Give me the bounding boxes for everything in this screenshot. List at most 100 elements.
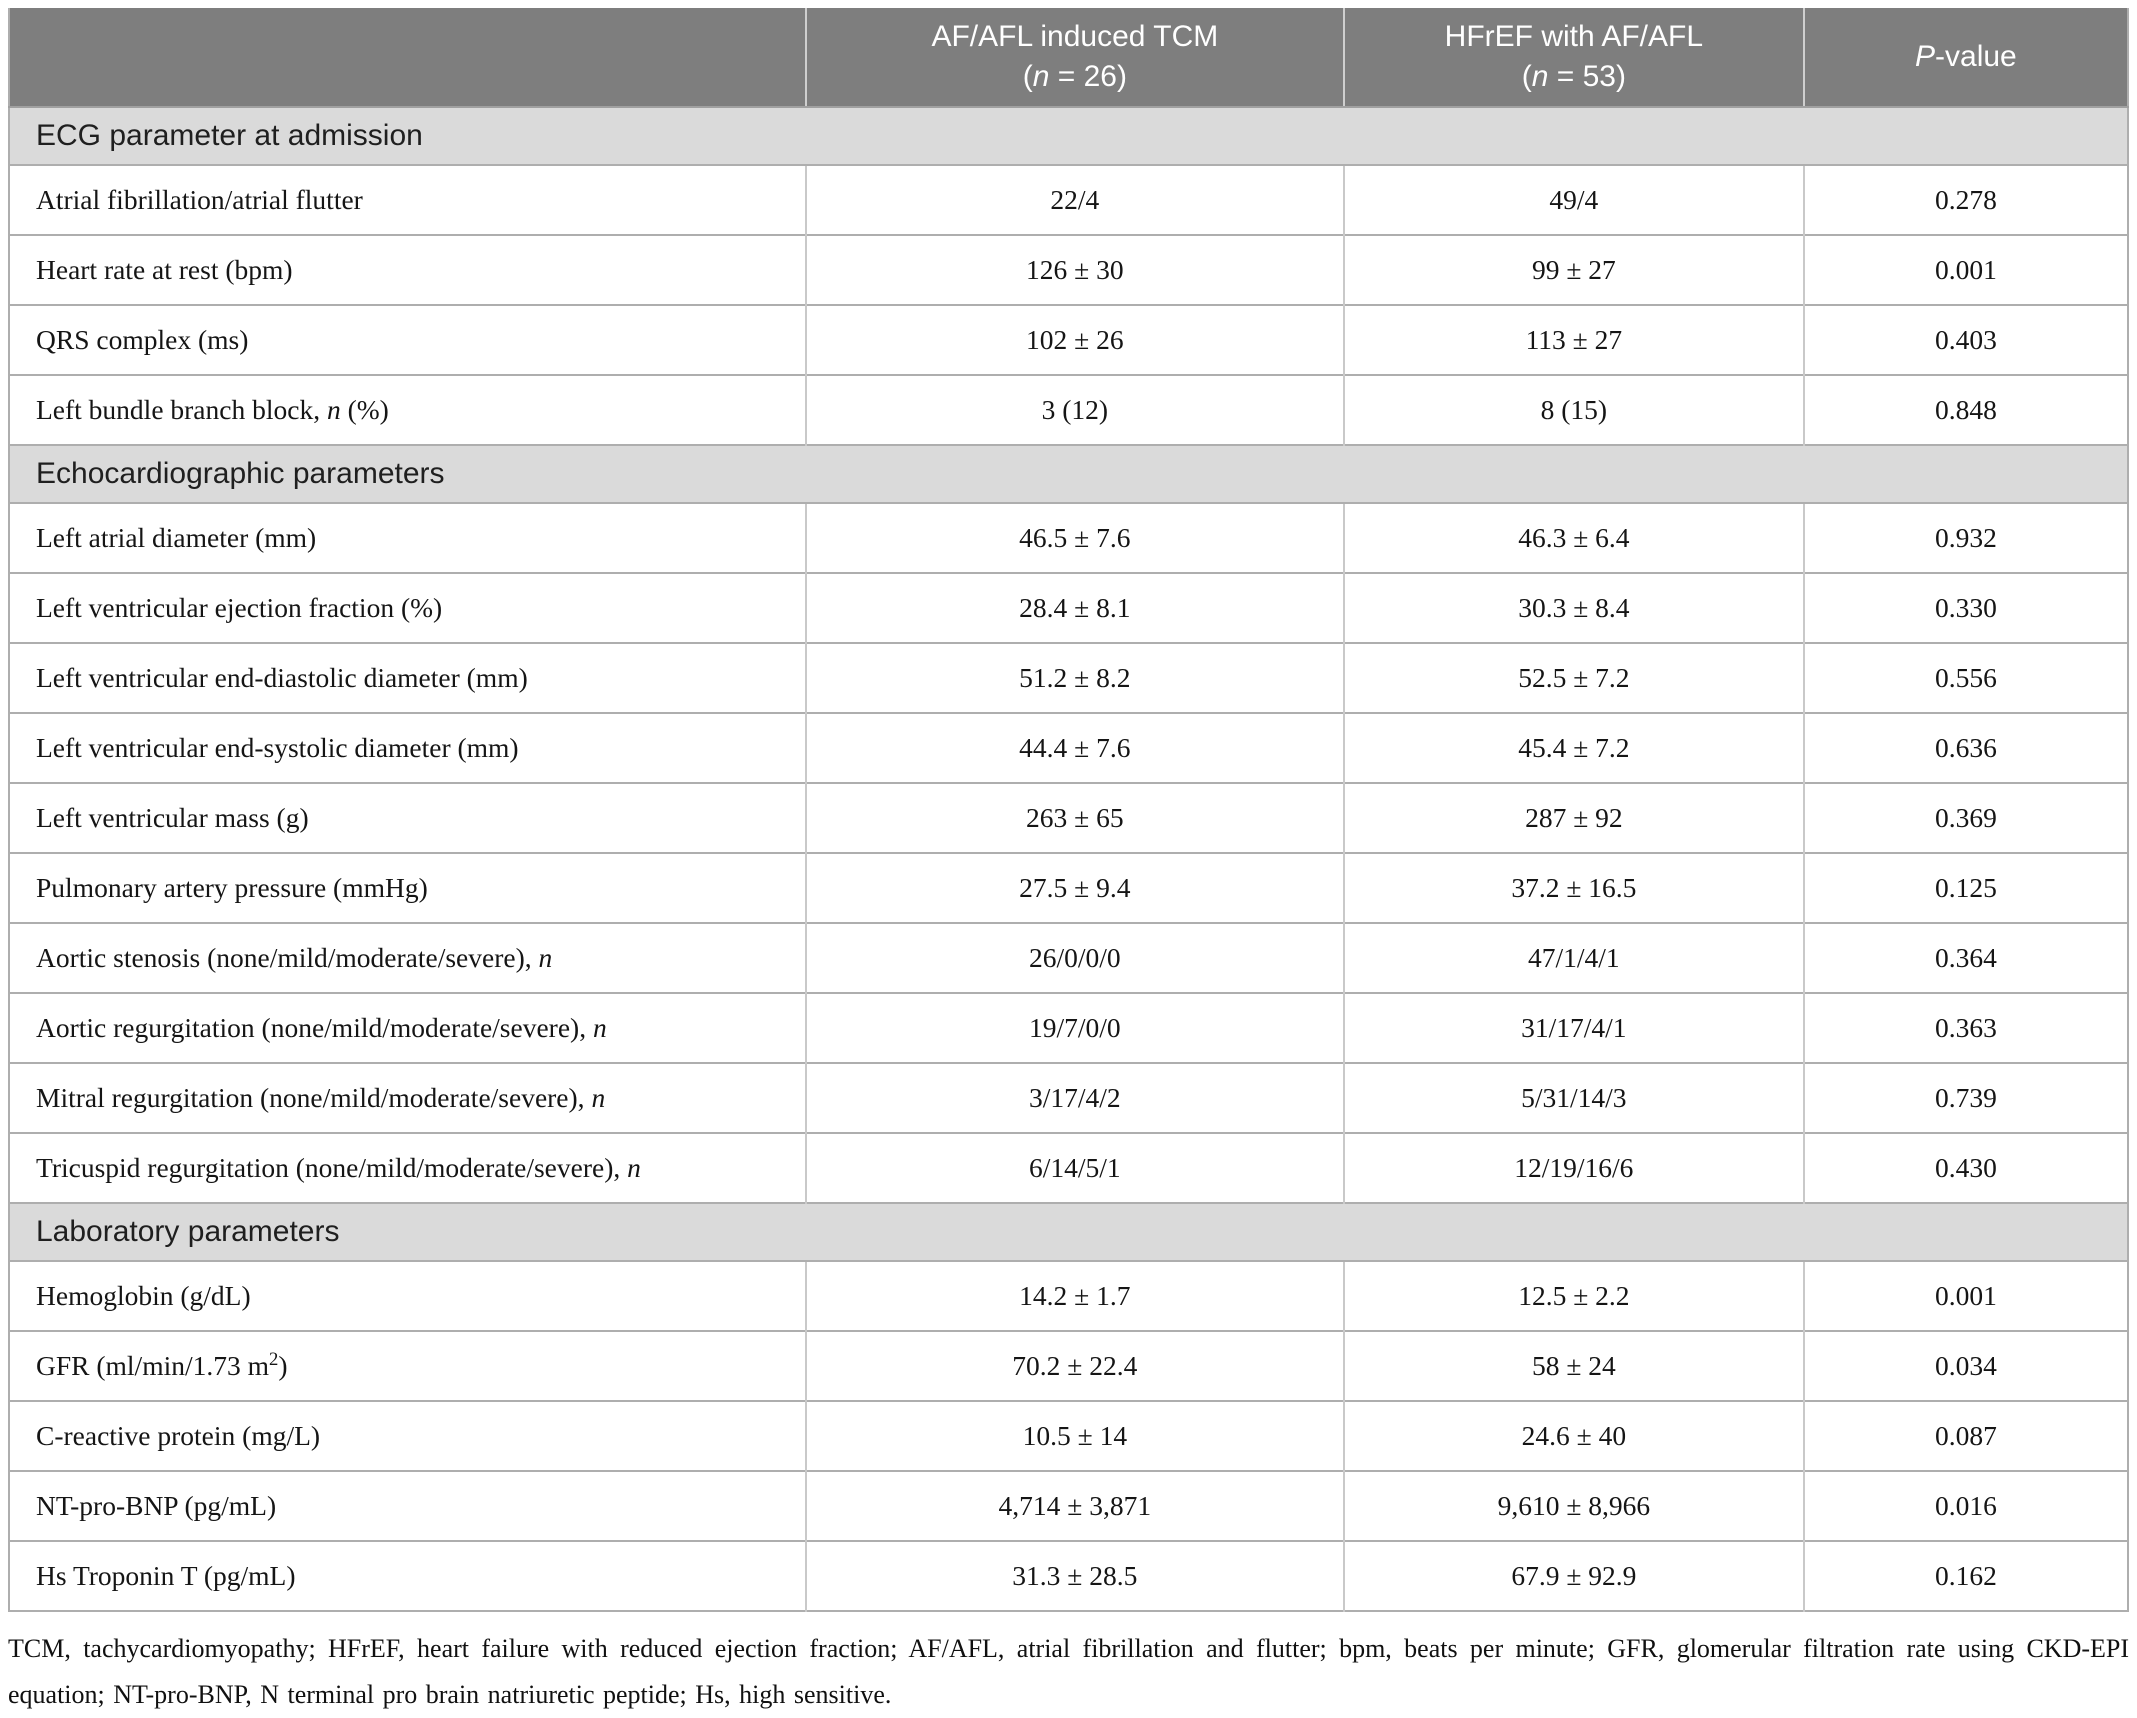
table-row: Left ventricular end-systolic diameter (… xyxy=(9,712,2128,783)
text-segment: 2 xyxy=(269,1348,279,1370)
table-row: Hs Troponin T (pg/mL) 31.3 ± 28.5 67.9 ± 9… xyxy=(9,1540,2128,1611)
value-cell-hfref: 30.3 ± 8.4 xyxy=(1342,572,1804,643)
text-segment: Left ventricular end-diastolic diameter … xyxy=(36,662,528,693)
section-row: ECG parameter at admission xyxy=(9,106,2128,166)
row-label: Tricuspid regurgitation (none/mild/moder… xyxy=(9,1132,806,1203)
p-value-cell: 0.001 xyxy=(1802,234,2128,305)
text-segment: Left atrial diameter (mm) xyxy=(36,522,317,553)
text-segment: -value xyxy=(1935,40,2017,73)
text-segment: Mitral regurgitation (none/mild/moderate… xyxy=(36,1082,592,1113)
table-row: Mitral regurgitation (none/mild/moderate… xyxy=(9,1062,2128,1133)
table-row: Left bundle branch block, n (%) 3 (12) 8 (… xyxy=(9,374,2128,445)
value-cell-tcm: 22/4 xyxy=(804,164,1344,235)
header-line: P-value xyxy=(1811,37,2121,77)
p-value-cell: 0.016 xyxy=(1802,1470,2128,1541)
text-segment: Hemoglobin (g/dL) xyxy=(36,1280,251,1311)
row-label: Hs Troponin T (pg/mL) xyxy=(9,1540,806,1611)
row-label: Aortic regurgitation (none/mild/moderate… xyxy=(9,992,806,1063)
value-cell-tcm: 26/0/0/0 xyxy=(804,922,1344,993)
text-segment: AF/AFL induced TCM xyxy=(931,20,1219,53)
text-segment: Left ventricular mass (g) xyxy=(36,802,309,833)
text-segment: QRS complex (ms) xyxy=(36,324,249,355)
row-label: Left atrial diameter (mm) xyxy=(9,502,806,573)
text-segment: n xyxy=(591,1082,606,1113)
value-cell-tcm: 46.5 ± 7.6 xyxy=(804,502,1344,573)
value-cell-hfref: 47/1/4/1 xyxy=(1342,922,1804,993)
text-segment: Left bundle branch block, xyxy=(36,394,327,425)
p-value-cell: 0.430 xyxy=(1802,1132,2128,1203)
value-cell-tcm: 28.4 ± 8.1 xyxy=(804,572,1344,643)
value-cell-hfref: 5/31/14/3 xyxy=(1342,1062,1804,1133)
text-segment: P xyxy=(1915,40,1936,73)
text-segment: GFR (ml/min/1.73 m xyxy=(36,1350,270,1381)
row-label: Heart rate at rest (bpm) xyxy=(9,234,806,305)
value-cell-hfref: 37.2 ± 16.5 xyxy=(1342,852,1804,923)
table-row: NT-pro-BNP (pg/mL) 4,714 ± 3,871 9,610 ± 8… xyxy=(9,1470,2128,1541)
p-value-cell: 0.087 xyxy=(1802,1400,2128,1471)
text-segment: n xyxy=(1531,60,1549,93)
row-label: Hemoglobin (g/dL) xyxy=(9,1260,806,1331)
table-row: Hemoglobin (g/dL) 14.2 ± 1.7 12.5 ± 2.2 0.0… xyxy=(9,1260,2128,1331)
text-segment: n xyxy=(326,394,341,425)
value-cell-hfref: 67.9 ± 92.9 xyxy=(1342,1540,1804,1611)
text-segment: Aortic regurgitation (none/mild/moderate… xyxy=(36,1012,593,1043)
section-row: Laboratory parameters xyxy=(9,1202,2128,1262)
header-line: (n = 53) xyxy=(1351,57,1797,97)
row-label: Left ventricular end-systolic diameter (… xyxy=(9,712,806,783)
text-segment: ) xyxy=(278,1350,288,1381)
table-row: Left ventricular ejection fraction (%) 28… xyxy=(9,572,2128,643)
table-row: Heart rate at rest (bpm) 126 ± 30 99 ± 27 0… xyxy=(9,234,2128,305)
p-value-cell: 0.848 xyxy=(1802,374,2128,445)
value-cell-hfref: 12.5 ± 2.2 xyxy=(1342,1260,1804,1331)
value-cell-tcm: 102 ± 26 xyxy=(804,304,1344,375)
value-cell-hfref: 45.4 ± 7.2 xyxy=(1342,712,1804,783)
text-segment: HFrEF with AF/AFL xyxy=(1444,20,1704,53)
table-row: Left ventricular end-diastolic diameter … xyxy=(9,642,2128,713)
header-line: HFrEF with AF/AFL xyxy=(1351,17,1797,57)
text-segment: (%) xyxy=(340,394,389,425)
value-cell-hfref: 24.6 ± 40 xyxy=(1342,1400,1804,1471)
header-cell-group-hfref-column: HFrEF with AF/AFL (n = 53) xyxy=(1342,8,1804,108)
text-segment: n xyxy=(538,942,553,973)
p-value-cell: 0.556 xyxy=(1802,642,2128,713)
header-line: AF/AFL induced TCM xyxy=(813,17,1337,57)
comparison-table: AF/AFL induced TCM (n = 26) HFrEF with AF/… xyxy=(8,8,2129,1612)
p-value-cell: 0.363 xyxy=(1802,992,2128,1063)
text-segment: = 26) xyxy=(1049,60,1127,93)
text-segment: Tricuspid regurgitation (none/mild/moder… xyxy=(36,1152,628,1183)
value-cell-hfref: 99 ± 27 xyxy=(1342,234,1804,305)
row-label: C-reactive protein (mg/L) xyxy=(9,1400,806,1471)
table-row: Aortic stenosis (none/mild/moderate/seve… xyxy=(9,922,2128,993)
table-header: AF/AFL induced TCM (n = 26) HFrEF with AF/… xyxy=(9,8,2128,108)
header-cell-row-label-column xyxy=(9,8,806,108)
table-row: Left ventricular mass (g) 263 ± 65 287 ± 9… xyxy=(9,782,2128,853)
value-cell-tcm: 3/17/4/2 xyxy=(804,1062,1344,1133)
value-cell-tcm: 3 (12) xyxy=(804,374,1344,445)
value-cell-hfref: 287 ± 92 xyxy=(1342,782,1804,853)
value-cell-hfref: 49/4 xyxy=(1342,164,1804,235)
header-cell-p-value-column: P-value xyxy=(1802,8,2128,108)
text-segment: Hs Troponin T (pg/mL) xyxy=(36,1560,296,1591)
value-cell-tcm: 51.2 ± 8.2 xyxy=(804,642,1344,713)
section-title: Echocardiographic parameters xyxy=(9,444,2128,504)
table-body: ECG parameter at admission Atrial fibrill… xyxy=(9,106,2128,1611)
section-row: Echocardiographic parameters xyxy=(9,444,2128,504)
header-line: (n = 26) xyxy=(813,57,1337,97)
p-value-cell: 0.278 xyxy=(1802,164,2128,235)
row-label: Pulmonary artery pressure (mmHg) xyxy=(9,852,806,923)
table-row: C-reactive protein (mg/L) 10.5 ± 14 24.6 ±… xyxy=(9,1400,2128,1471)
row-label: Atrial fibrillation/atrial flutter xyxy=(9,164,806,235)
header-cell-group-tcm-column: AF/AFL induced TCM (n = 26) xyxy=(804,8,1344,108)
text-segment: Left ventricular ejection fraction (%) xyxy=(36,592,443,623)
p-value-cell: 0.369 xyxy=(1802,782,2128,853)
text-segment: Left ventricular end-systolic diameter (… xyxy=(36,732,519,763)
value-cell-tcm: 19/7/0/0 xyxy=(804,992,1344,1063)
text-segment: ( xyxy=(1521,60,1532,93)
p-value-cell: 0.403 xyxy=(1802,304,2128,375)
value-cell-hfref: 31/17/4/1 xyxy=(1342,992,1804,1063)
text-segment: Pulmonary artery pressure (mmHg) xyxy=(36,872,428,903)
text-segment: C-reactive protein (mg/L) xyxy=(36,1420,321,1451)
text-segment: NT-pro-BNP (pg/mL) xyxy=(36,1490,277,1521)
value-cell-tcm: 27.5 ± 9.4 xyxy=(804,852,1344,923)
value-cell-tcm: 70.2 ± 22.4 xyxy=(804,1330,1344,1401)
